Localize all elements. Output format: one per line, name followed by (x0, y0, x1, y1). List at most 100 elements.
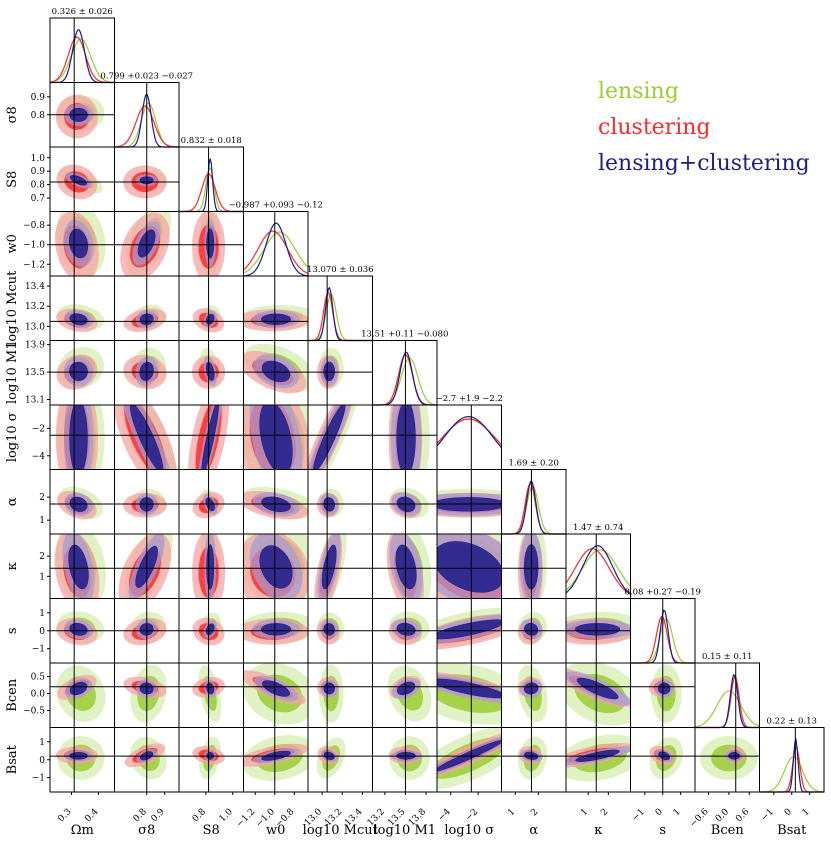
ytick-label-Bcen: −0.5 (23, 707, 45, 717)
summary-Bsat: 0.22 ± 0.13 (767, 717, 817, 727)
marginal-lensing-Bcen (694, 690, 760, 728)
panel-s-alpha (501, 598, 567, 664)
xtick-label-S8: 0.8 (191, 807, 208, 824)
contour-combined-1sigma-M1-kappa (395, 544, 417, 590)
panel-Bsat-Om (49, 727, 115, 793)
panel-alpha-M1 (372, 469, 438, 535)
ytick-label-Mcut: 13.4 (25, 282, 45, 292)
panel-M1-S8 (178, 340, 244, 406)
panel-alpha-w0 (243, 469, 309, 535)
ytick-label-Bcen: 0.0 (31, 690, 46, 700)
ytick-label-Bsat: 0 (39, 756, 45, 766)
panel-Bcen-Mcut (307, 662, 373, 728)
marginal-clustering-M1 (372, 353, 437, 406)
xtick-label-s: 1 (672, 807, 683, 818)
contour-combined-1sigma-Om-lsig (69, 405, 88, 470)
ytick-label-M1: 13.1 (25, 396, 45, 406)
panel-Bsat-lsig (436, 727, 502, 793)
contour-combined-1sigma-M1-lsig (396, 405, 416, 470)
frame-alpha (501, 469, 567, 535)
panel-Bsat-Mcut (307, 727, 373, 793)
ytick-label-S8: 0.7 (31, 194, 46, 204)
ytick-label-lsig: −2 (32, 424, 45, 434)
panel-lsig-M1 (372, 404, 438, 470)
contour-combined-1sigma-w0-M1 (261, 360, 291, 383)
contour-combined-1sigma-s-Bcen (657, 682, 671, 695)
panel-M1-s8 (114, 340, 180, 406)
panel-lsig-S8 (178, 404, 244, 470)
xtick-label-alpha: 2 (529, 807, 540, 818)
legend-entry-clustering: clustering (598, 115, 710, 140)
contour-combined-1sigma-Mcut-Bcen (323, 682, 335, 695)
summary-s8: 0.799 +0.023 −0.027 (100, 72, 193, 82)
panel-s-S8 (178, 598, 244, 664)
panel-alpha-Mcut (307, 469, 373, 535)
xtick-label-s: 0 (654, 807, 665, 818)
panel-lsig-w0 (243, 404, 309, 470)
panel-s-w0 (243, 598, 309, 664)
panel-Bcen-Bcen: 0.15 ± 0.11 (694, 652, 760, 729)
xtick-label-Om: 0.4 (83, 807, 100, 824)
contour-combined-1sigma-w0-Mcut (260, 313, 291, 325)
panel-Bsat-Bsat: 0.22 ± 0.13 (759, 717, 825, 793)
ytick-label-S8: 0.9 (31, 167, 46, 177)
panel-S8-Om (49, 146, 115, 212)
panel-Bsat-kappa (565, 727, 631, 793)
xtick-label-kappa: 2 (599, 807, 610, 818)
panel-s-Om (49, 598, 115, 664)
ytick-label-kappa: 2 (39, 552, 45, 562)
panel-w0-S8 (178, 211, 244, 277)
panel-Bsat-alpha (501, 727, 567, 793)
marginal-combined-alpha (501, 480, 566, 535)
ytick-label-alpha: 2 (39, 493, 45, 503)
xlabel-w0: w0 (266, 823, 285, 838)
panel-Mcut-Om (49, 275, 115, 341)
panel-Bcen-lsig (436, 662, 502, 728)
xtick-label-w0: −1.2 (235, 807, 258, 830)
panel-kappa-Mcut (307, 533, 373, 599)
xlabel-lsig: log10 σ (444, 823, 494, 838)
marginal-combined-kappa (565, 544, 631, 595)
ytick-label-M1: 13.9 (25, 341, 45, 351)
panel-Bcen-s (630, 662, 696, 728)
panel-kappa-s8 (114, 533, 180, 599)
xlabel-s8: σ8 (138, 823, 155, 838)
xtick-label-Bcen: 0.6 (734, 807, 751, 824)
ylabel-s8: σ8 (5, 106, 20, 123)
panel-lsig-Om (49, 404, 115, 470)
ytick-label-s: 0 (39, 627, 45, 637)
xtick-label-lsig: −4 (436, 807, 453, 824)
xlabel-Bsat: Bsat (777, 823, 807, 838)
contour-combined-1sigma-kappa-Bcen (576, 677, 619, 700)
legend: lensing clustering lensing+clustering (598, 79, 810, 176)
marginal-combined-Bsat (759, 737, 824, 793)
panel-S8-s8 (114, 146, 180, 212)
ytick-label-s8: 0.8 (31, 111, 46, 121)
panel-Mcut-S8 (178, 275, 244, 341)
panel-s-s: 0.08 +0.27 −0.19 (625, 588, 701, 664)
marginal-combined-lsig (436, 416, 502, 449)
marginal-lensing-Bsat (759, 756, 825, 793)
contour-combined-1sigma-kappa-s (574, 623, 621, 636)
xlabel-M1: log10 M1 (373, 823, 436, 838)
summary-kappa: 1.47 ± 0.74 (573, 523, 623, 533)
panel-Bsat-w0 (243, 727, 309, 793)
marginal-clustering-Bsat (759, 746, 824, 793)
panel-s-Mcut (307, 598, 373, 664)
summary-S8: 0.832 ± 0.018 (181, 136, 242, 146)
ylabel-S8: S8 (5, 171, 20, 188)
summary-M1: 13.51 +0.11 −0.080 (361, 330, 448, 340)
xtick-label-s8: 0.9 (150, 807, 167, 824)
contour-combined-1sigma-S8-w0 (206, 228, 215, 259)
panel-w0-s8 (114, 211, 180, 277)
panel-s-M1 (372, 598, 438, 664)
panel-Bcen-w0 (243, 662, 309, 728)
panel-s8-s8: 0.799 +0.023 −0.027 (100, 72, 193, 148)
contour-combined-1sigma-S8-lsig (201, 405, 219, 470)
panel-M1-Om (49, 340, 115, 406)
panel-kappa-kappa: 1.47 ± 0.74 (565, 523, 631, 599)
xlabel-S8: S8 (203, 823, 220, 838)
contour-combined-1sigma-Mcut-lsig (313, 405, 346, 470)
xtick-label-S8: 1.0 (218, 807, 235, 824)
